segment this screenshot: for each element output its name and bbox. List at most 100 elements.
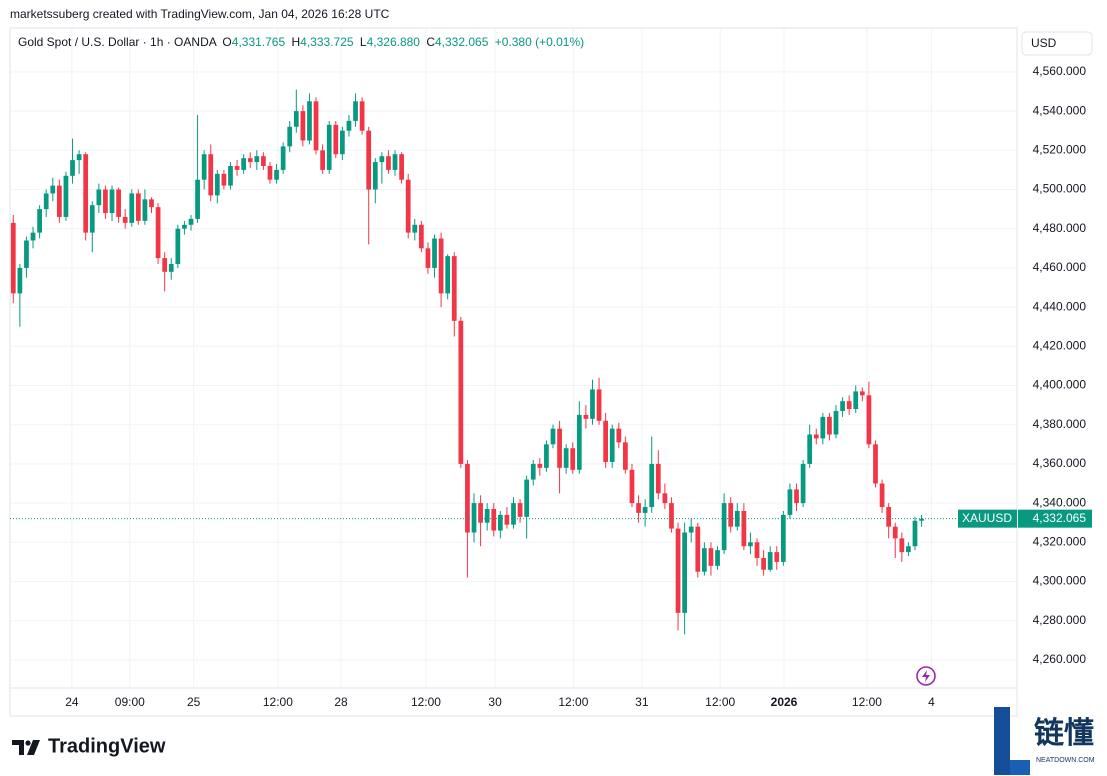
last-price-label: 4,332.065: [1033, 511, 1087, 525]
candle-body: [491, 508, 497, 531]
candle-body: [300, 111, 306, 141]
currency-button[interactable]: [1021, 31, 1093, 56]
candle-body: [254, 156, 260, 163]
candle-body: [616, 428, 622, 443]
candle-body: [787, 489, 793, 515]
candle-body: [517, 503, 523, 517]
x-tick-label: 31: [635, 695, 649, 709]
y-tick-label: 4,360.000: [1033, 456, 1087, 470]
candle-body: [399, 154, 404, 180]
candle-body: [168, 263, 174, 272]
candle-body: [583, 414, 589, 419]
candle-body: [10, 222, 16, 294]
candle-body: [734, 510, 740, 527]
currency[interactable]: USD: [1031, 36, 1057, 50]
candle-body: [800, 463, 806, 504]
logo-dot: [25, 740, 31, 746]
candle-body: [366, 130, 372, 190]
candle-body: [780, 514, 786, 562]
candle-body: [675, 528, 681, 613]
candle-body: [340, 130, 345, 155]
y-tick-label: 4,320.000: [1033, 534, 1087, 548]
candle-body: [906, 546, 911, 553]
y-tick-label: 4,540.000: [1033, 103, 1087, 117]
candle-body: [695, 526, 701, 572]
candle-body: [504, 514, 510, 525]
candle-body: [418, 224, 424, 249]
logo-t: [12, 740, 24, 755]
y-tick-label: 4,520.000: [1033, 142, 1087, 156]
last-price-bg: [1018, 509, 1092, 528]
x-tick-label: 25: [187, 695, 201, 709]
candle-body: [840, 401, 845, 411]
candle-body: [629, 469, 635, 504]
candle-body: [425, 248, 431, 268]
candle-body: [708, 548, 714, 566]
symbol: Gold Spot / U.S. Dollar · 1h · OANDA: [18, 35, 217, 49]
candle-body: [109, 189, 115, 214]
candle-body: [655, 463, 661, 494]
candle-body: [761, 557, 766, 570]
candle-body: [280, 146, 286, 170]
candle-body: [221, 173, 227, 186]
candle-body: [524, 479, 530, 517]
c-value: 4,332.065: [435, 35, 489, 49]
c-label: C: [426, 35, 435, 49]
candle-body: [511, 503, 516, 525]
candle-body: [287, 126, 293, 147]
watermark-sub: NEATDOWN.COM: [1036, 757, 1095, 764]
candle-body: [326, 124, 332, 170]
candle-body: [43, 193, 49, 210]
candle-body: [445, 256, 451, 294]
symbol-tag-bg: [958, 509, 1017, 528]
candle-body: [405, 179, 411, 233]
candle-body: [122, 216, 128, 223]
candle-body: [96, 189, 102, 206]
candle-body: [307, 101, 312, 141]
candle-body: [458, 320, 464, 464]
candle-body: [596, 389, 602, 421]
candle-body: [767, 552, 773, 570]
candle-body: [682, 532, 687, 613]
candle-body: [432, 238, 437, 268]
candle-body: [794, 489, 799, 504]
candle-body: [748, 542, 753, 547]
candle-body: [649, 463, 655, 508]
x-tick-label: 12:00: [705, 695, 735, 709]
x-tick-label: 30: [488, 695, 502, 709]
candle-body: [537, 463, 543, 468]
candle-body: [688, 526, 694, 533]
candle-body: [247, 158, 253, 163]
watermark-shade: [994, 707, 1010, 775]
candle-body: [333, 124, 339, 155]
alert-icon[interactable]: [916, 666, 936, 686]
candle-body: [886, 507, 892, 527]
candle-body: [701, 548, 707, 572]
candle-body: [603, 420, 609, 462]
candle-body: [879, 483, 885, 508]
candle-body: [228, 165, 233, 186]
candle-body: [83, 154, 89, 233]
candle-body: [313, 101, 319, 151]
candle-body: [234, 165, 240, 170]
candle-body: [774, 552, 780, 562]
h-label: H: [292, 35, 301, 49]
candle-body: [261, 156, 266, 166]
candle-body: [274, 169, 279, 180]
watermark: 链懂 NEATDOWN.COM: [994, 707, 1095, 775]
o-label: O: [222, 35, 231, 49]
candle-body: [807, 434, 813, 464]
candle-body: [899, 538, 905, 553]
candle-body: [497, 514, 503, 531]
candle-body: [116, 189, 121, 217]
candle-body: [636, 503, 641, 513]
candle-body: [386, 156, 391, 170]
y-tick-label: 4,340.000: [1033, 495, 1087, 509]
candle-body: [129, 193, 135, 223]
x-tick-label: 12:00: [852, 695, 882, 709]
candle-body: [182, 224, 187, 229]
candle-body: [859, 391, 865, 396]
candle-body: [37, 209, 42, 233]
